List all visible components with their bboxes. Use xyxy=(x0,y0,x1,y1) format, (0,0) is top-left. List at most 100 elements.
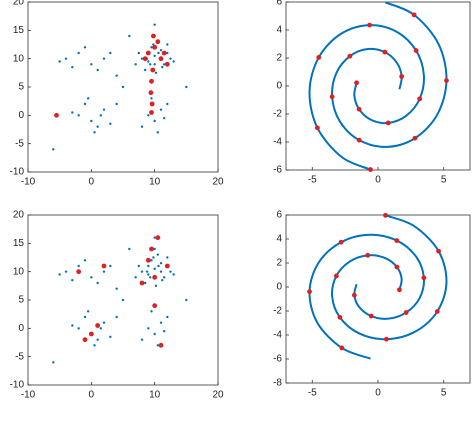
highlight-point xyxy=(158,56,164,62)
highlight-point xyxy=(412,135,418,141)
y-tick-label: -10 xyxy=(10,380,25,391)
point xyxy=(71,65,74,69)
point xyxy=(159,321,163,324)
highlight-point xyxy=(164,263,170,269)
point xyxy=(157,264,160,268)
highlight-point xyxy=(403,310,409,315)
point xyxy=(71,278,74,282)
point xyxy=(115,74,118,77)
highlight-point xyxy=(139,280,145,286)
point xyxy=(109,122,112,126)
x-tick-label: 20 xyxy=(212,177,224,188)
point xyxy=(90,119,93,123)
y-tick-label: 0 xyxy=(276,282,282,293)
point xyxy=(96,68,99,72)
point xyxy=(77,264,80,268)
highlight-point xyxy=(149,110,154,115)
point xyxy=(154,71,158,75)
point xyxy=(134,276,137,279)
point xyxy=(166,102,169,106)
point xyxy=(162,116,166,120)
point xyxy=(147,327,150,330)
point xyxy=(93,344,96,347)
highlight-point xyxy=(149,246,154,252)
highlight-point xyxy=(434,309,440,314)
point xyxy=(102,270,106,273)
point xyxy=(140,270,144,273)
highlight-point xyxy=(436,248,441,254)
point xyxy=(166,43,169,46)
highlight-point xyxy=(152,44,158,50)
x-tick-label: 0 xyxy=(375,388,381,399)
plot-area xyxy=(285,214,471,384)
highlight-point xyxy=(150,67,156,73)
highlight-point xyxy=(149,101,155,107)
point xyxy=(128,247,131,251)
highlight-point xyxy=(95,323,101,328)
point xyxy=(153,236,156,239)
point xyxy=(102,321,106,324)
y-tick-label: -8 xyxy=(273,378,282,389)
highlight-point xyxy=(88,331,94,337)
point xyxy=(137,264,141,268)
y-tick-label: 0 xyxy=(18,323,24,334)
point xyxy=(102,57,106,60)
point xyxy=(134,63,137,66)
highlight-point xyxy=(417,96,423,102)
point xyxy=(52,361,55,364)
point xyxy=(121,298,125,302)
y-tick-label: 15 xyxy=(13,25,25,36)
y-tick-label: 10 xyxy=(13,53,25,64)
highlight-point xyxy=(365,252,371,258)
x-tick-label: 10 xyxy=(149,390,161,401)
highlight-point xyxy=(145,50,151,56)
y-tick-label: -4 xyxy=(273,330,282,341)
highlight-point xyxy=(351,292,357,298)
highlight-point xyxy=(155,39,161,45)
y-tick-label: 4 xyxy=(276,25,282,36)
point xyxy=(77,51,80,55)
point xyxy=(109,335,112,339)
point xyxy=(153,119,156,123)
y-tick-label: 0 xyxy=(276,81,282,92)
highlight-point xyxy=(161,50,167,56)
point xyxy=(102,108,106,111)
point xyxy=(99,327,103,330)
y-tick-label: 5 xyxy=(18,82,24,93)
highlight-point xyxy=(385,120,391,126)
highlight-point xyxy=(413,48,419,53)
highlight-point xyxy=(329,94,335,100)
point xyxy=(64,57,68,60)
highlight-point xyxy=(421,275,427,281)
y-tick-label: -5 xyxy=(15,138,24,149)
highlight-point xyxy=(347,53,353,59)
point xyxy=(96,125,99,128)
point xyxy=(185,298,188,302)
point xyxy=(150,46,153,49)
point xyxy=(140,338,144,341)
highlight-point xyxy=(338,239,344,245)
y-tick-label: 2 xyxy=(276,258,282,269)
highlight-point xyxy=(155,235,161,241)
point xyxy=(71,324,74,327)
highlight-point xyxy=(394,238,400,243)
point xyxy=(90,276,93,279)
point xyxy=(156,131,160,134)
point xyxy=(147,273,150,276)
point xyxy=(115,287,118,290)
point xyxy=(58,273,61,276)
point xyxy=(99,114,103,117)
point xyxy=(96,281,99,285)
y-tick-label: -5 xyxy=(15,351,24,362)
x-tick-label: 10 xyxy=(149,177,161,188)
highlight-point xyxy=(76,269,82,275)
highlight-point xyxy=(411,12,417,18)
point xyxy=(166,315,169,319)
point xyxy=(172,273,175,276)
point xyxy=(137,51,141,55)
point xyxy=(162,329,166,333)
y-tick-label: -6 xyxy=(273,165,282,176)
spiral-line xyxy=(308,233,425,360)
point xyxy=(86,97,90,100)
